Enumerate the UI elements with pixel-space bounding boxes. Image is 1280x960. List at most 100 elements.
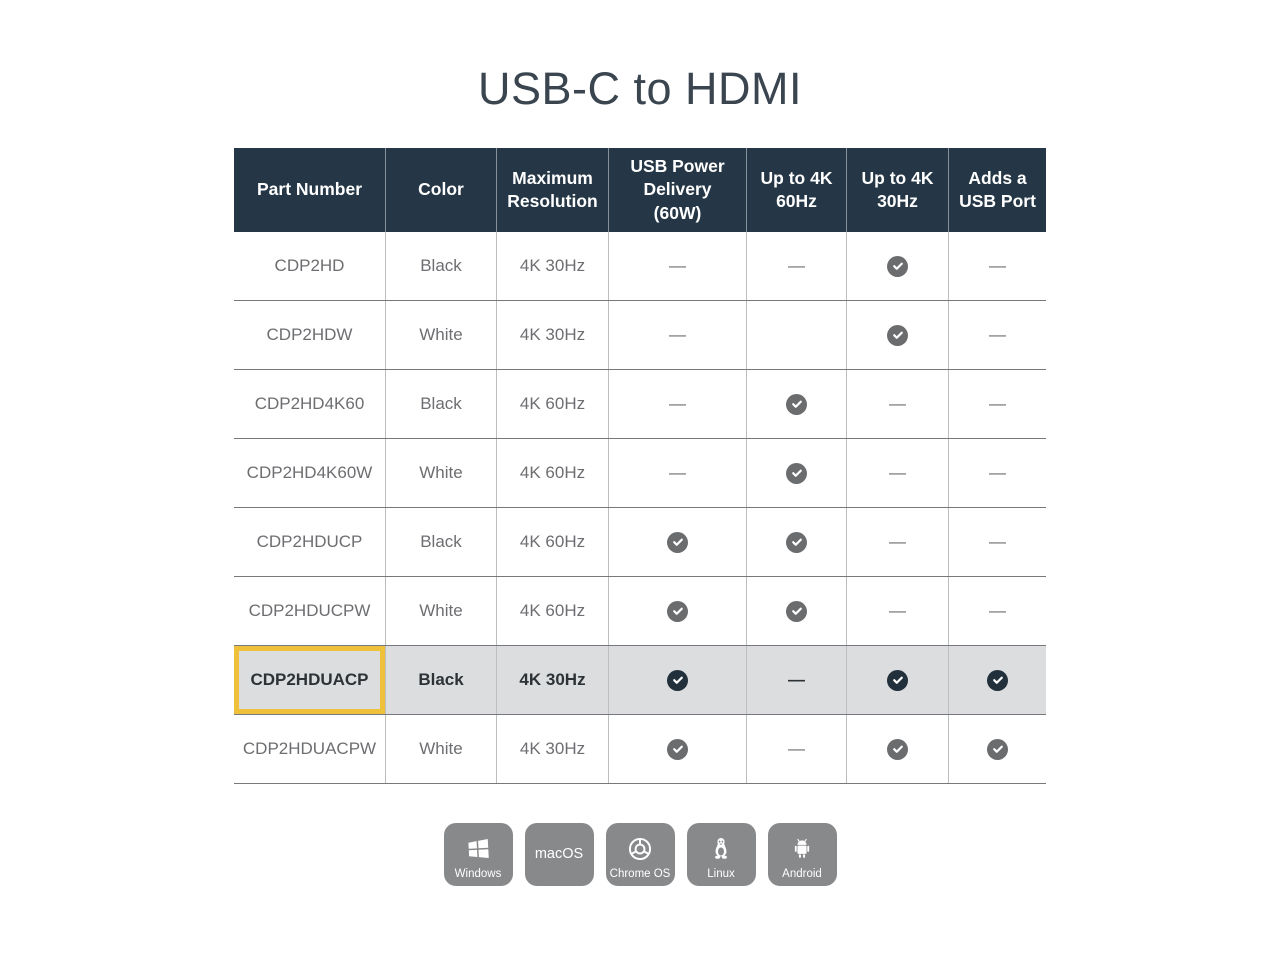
os-badge-label: Android: [782, 867, 822, 880]
table-row: CDP2HDW White 4K 30Hz — —: [234, 301, 1046, 370]
column-header-maximum-resolution: Maximum Resolution: [497, 148, 609, 232]
color-cell: White: [386, 715, 497, 783]
table-row: CDP2HD Black 4K 30Hz — — —: [234, 232, 1046, 301]
usb-power-delivery-cell: —: [609, 232, 747, 300]
dash-mark: —: [989, 463, 1006, 482]
up-to-4k60-cell: —: [747, 232, 847, 300]
part-number-cell: CDP2HDUCP: [234, 508, 386, 576]
usb-power-delivery-cell: [609, 508, 747, 576]
dash-mark: —: [989, 256, 1006, 275]
max-resolution-cell: 4K 60Hz: [497, 508, 609, 576]
up-to-4k60-cell: [747, 508, 847, 576]
check-icon: [887, 738, 908, 760]
up-to-4k60-cell: —: [747, 715, 847, 783]
part-number-cell: CDP2HDW: [234, 301, 386, 369]
adds-usb-port-cell: —: [949, 232, 1046, 300]
dash-mark: —: [669, 463, 686, 482]
max-resolution-cell: 4K 30Hz: [497, 232, 609, 300]
check-icon: [786, 462, 807, 484]
up-to-4k60-cell: [747, 439, 847, 507]
usb-power-delivery-cell: [609, 715, 747, 783]
check-icon: [786, 531, 807, 553]
dash-mark: —: [989, 532, 1006, 551]
max-resolution-cell: 4K 60Hz: [497, 439, 609, 507]
table-row: CDP2HDUACP Black 4K 30Hz —: [234, 646, 1046, 715]
table-row: CDP2HDUCP Black 4K 60Hz — —: [234, 508, 1046, 577]
part-number-cell: CDP2HDUCPW: [234, 577, 386, 645]
linux-tux-icon: [709, 823, 733, 869]
os-badge-windows: Windows: [443, 823, 513, 886]
color-cell: White: [386, 301, 497, 369]
up-to-4k30-cell: —: [847, 439, 949, 507]
up-to-4k60-cell: [747, 577, 847, 645]
color-cell: White: [386, 439, 497, 507]
max-resolution-cell: 4K 60Hz: [497, 577, 609, 645]
usb-power-delivery-cell: [609, 646, 747, 714]
up-to-4k60-cell: [747, 301, 847, 369]
check-icon: [887, 255, 908, 277]
adds-usb-port-cell: —: [949, 508, 1046, 576]
color-cell: Black: [386, 646, 497, 714]
dash-mark: —: [989, 325, 1006, 344]
os-badge-linux: Linux: [686, 823, 756, 886]
dash-mark: —: [889, 394, 906, 413]
column-header-color: Color: [386, 148, 497, 232]
os-badge-label: Linux: [707, 867, 735, 880]
check-icon: [667, 738, 688, 760]
table-row: CDP2HDUACPW White 4K 30Hz —: [234, 715, 1046, 784]
part-number-cell: CDP2HD: [234, 232, 386, 300]
color-cell: Black: [386, 232, 497, 300]
table-row: CDP2HD4K60 Black 4K 60Hz — — —: [234, 370, 1046, 439]
up-to-4k30-cell: [847, 715, 949, 783]
os-badge-label: Chrome OS: [609, 867, 671, 880]
check-icon: [786, 600, 807, 622]
check-icon: [667, 669, 688, 691]
check-icon: [987, 669, 1008, 691]
check-icon: [667, 600, 688, 622]
dash-mark: —: [889, 463, 906, 482]
os-badge-android: Android: [767, 823, 837, 886]
check-icon: [887, 669, 908, 691]
max-resolution-cell: 4K 30Hz: [497, 715, 609, 783]
table-header-row: Part Number Color Maximum Resolution USB…: [234, 148, 1046, 232]
table-row: CDP2HD4K60W White 4K 60Hz — — —: [234, 439, 1046, 508]
column-header-usb-power-delivery: USB Power Delivery (60W): [609, 148, 747, 232]
dash-mark: —: [669, 325, 686, 344]
usb-power-delivery-cell: —: [609, 439, 747, 507]
usb-power-delivery-cell: [609, 577, 747, 645]
check-icon: [667, 531, 688, 553]
os-badge-label: Windows: [454, 867, 502, 880]
up-to-4k60-cell: [747, 370, 847, 438]
dash-mark: —: [989, 394, 1006, 413]
check-icon: [987, 738, 1008, 760]
os-compatibility-badges: Windows macOS Chrome OS: [0, 823, 1280, 886]
dash-mark: —: [889, 601, 906, 620]
part-number-cell: CDP2HDUACP: [234, 646, 386, 714]
dash-mark: —: [788, 739, 805, 758]
dash-mark: —: [989, 601, 1006, 620]
os-badge-label: macOS: [534, 846, 584, 863]
adds-usb-port-cell: —: [949, 370, 1046, 438]
usb-power-delivery-cell: —: [609, 370, 747, 438]
android-robot-icon: [789, 823, 815, 869]
table-row: CDP2HDUCPW White 4K 60Hz — —: [234, 577, 1046, 646]
part-number-cell: CDP2HD4K60W: [234, 439, 386, 507]
up-to-4k30-cell: [847, 232, 949, 300]
column-header-up-to-4k60: Up to 4K 60Hz: [747, 148, 847, 232]
check-icon: [887, 324, 908, 346]
column-header-adds-usb-port: Adds a USB Port: [959, 167, 1036, 211]
max-resolution-cell: 4K 30Hz: [497, 646, 609, 714]
max-resolution-cell: 4K 30Hz: [497, 301, 609, 369]
os-badge-macos: macOS: [524, 823, 594, 886]
comparison-table: Part Number Color Maximum Resolution USB…: [234, 148, 1046, 784]
page-title: USB-C to HDMI: [477, 63, 803, 114]
up-to-4k30-cell: [847, 646, 949, 714]
up-to-4k30-cell: [847, 301, 949, 369]
chrome-logo-icon: [627, 823, 653, 869]
column-header-up-to-4k30: Up to 4K 30Hz: [847, 148, 949, 232]
table-body: CDP2HD Black 4K 30Hz — — — CDP2HDW White…: [234, 232, 1046, 784]
up-to-4k30-cell: —: [847, 577, 949, 645]
os-badge-chrome-os: Chrome OS: [605, 823, 675, 886]
up-to-4k30-cell: —: [847, 508, 949, 576]
dash-mark: —: [669, 394, 686, 413]
